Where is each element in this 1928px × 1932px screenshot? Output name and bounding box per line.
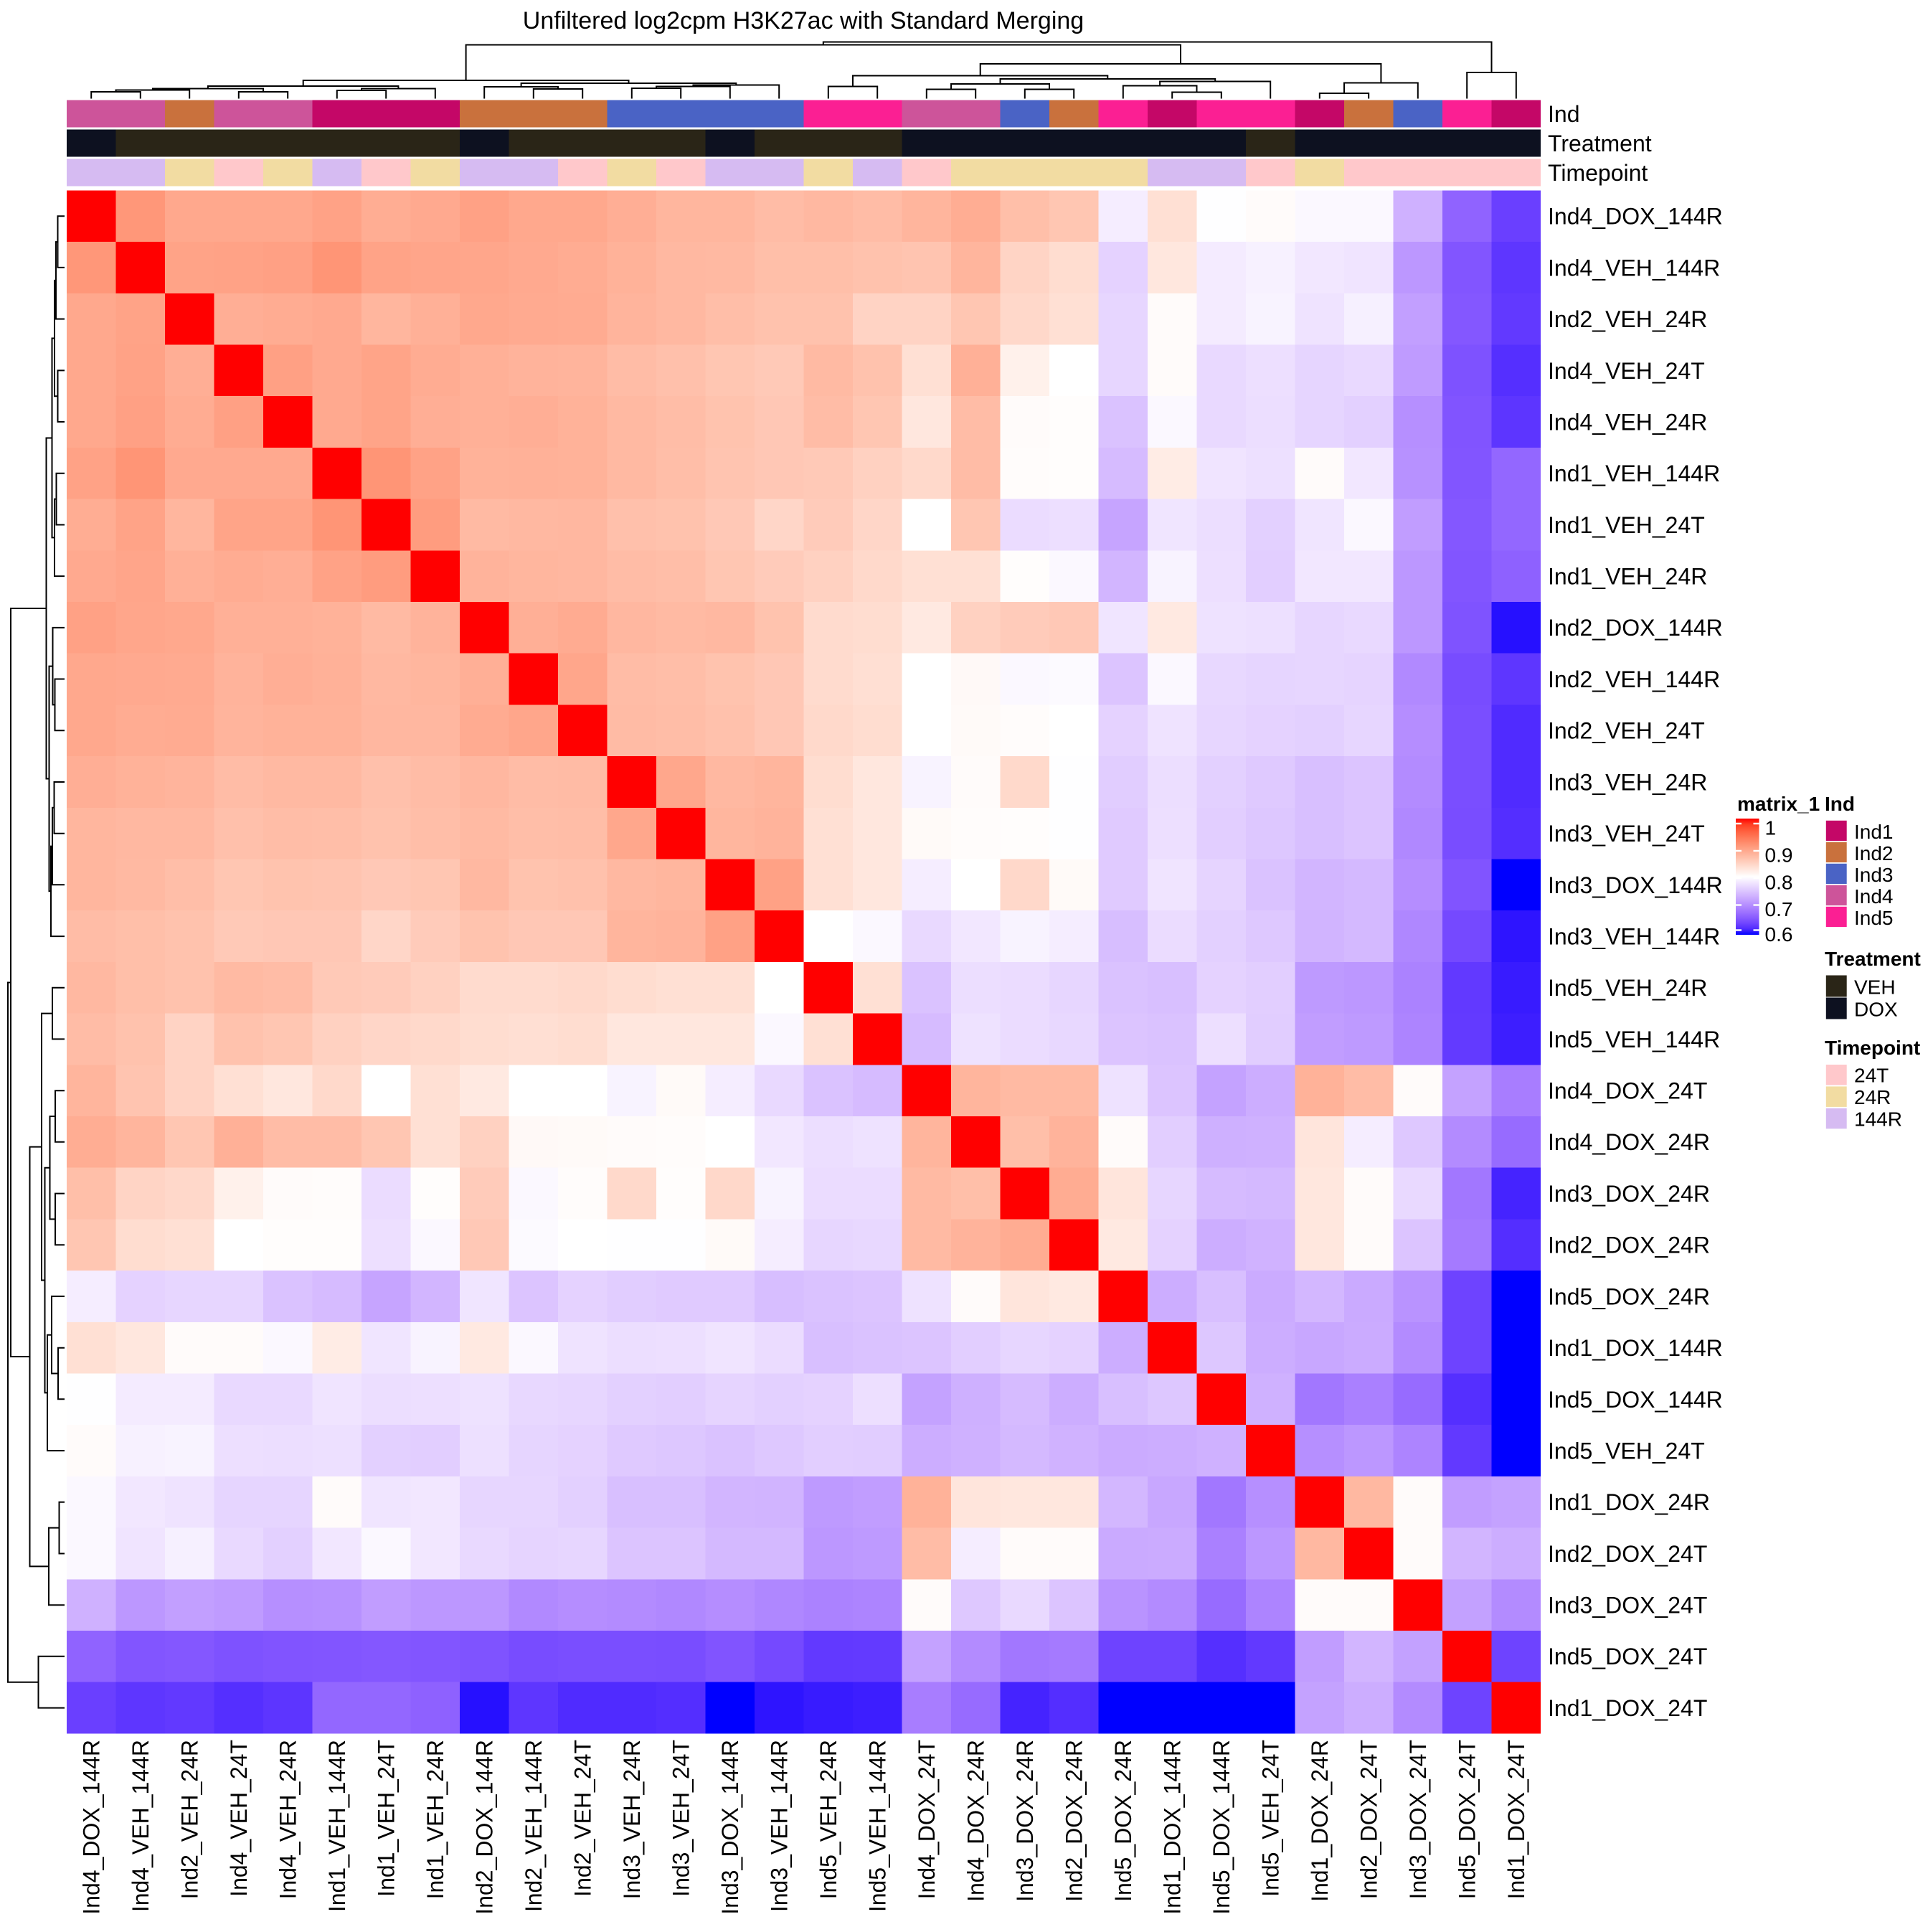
svg-text:Treatment: Treatment bbox=[1825, 948, 1921, 970]
svg-text:Ind2_VEH_24T: Ind2_VEH_24T bbox=[1548, 718, 1705, 744]
svg-text:Ind5_VEH_24R: Ind5_VEH_24R bbox=[816, 1740, 841, 1899]
svg-text:Ind4_VEH_144R: Ind4_VEH_144R bbox=[1548, 255, 1720, 281]
svg-text:Ind5_DOX_24T: Ind5_DOX_24T bbox=[1455, 1740, 1480, 1899]
svg-text:Ind3_DOX_24R: Ind3_DOX_24R bbox=[1012, 1740, 1038, 1902]
svg-text:Ind4: Ind4 bbox=[1854, 885, 1894, 908]
svg-text:Timepoint: Timepoint bbox=[1825, 1037, 1920, 1059]
svg-text:DOX: DOX bbox=[1854, 999, 1898, 1021]
svg-text:Ind4_VEH_144R: Ind4_VEH_144R bbox=[128, 1740, 153, 1912]
svg-text:Ind4_VEH_24T: Ind4_VEH_24T bbox=[1548, 358, 1705, 384]
svg-text:0.9: 0.9 bbox=[1765, 844, 1793, 867]
svg-text:Timepoint: Timepoint bbox=[1548, 160, 1648, 186]
svg-text:Ind2_VEH_24R: Ind2_VEH_24R bbox=[1548, 306, 1707, 332]
svg-text:Ind5_DOX_144R: Ind5_DOX_144R bbox=[1209, 1740, 1234, 1915]
svg-text:Ind3_VEH_24T: Ind3_VEH_24T bbox=[1548, 821, 1705, 847]
svg-text:24T: 24T bbox=[1854, 1065, 1889, 1087]
svg-text:Ind4_DOX_24R: Ind4_DOX_24R bbox=[963, 1740, 989, 1902]
svg-text:Ind1_VEH_24T: Ind1_VEH_24T bbox=[374, 1740, 400, 1897]
svg-text:Ind5_DOX_144R: Ind5_DOX_144R bbox=[1548, 1387, 1723, 1413]
svg-text:Ind2_DOX_24T: Ind2_DOX_24T bbox=[1548, 1541, 1707, 1567]
svg-text:Ind2_DOX_144R: Ind2_DOX_144R bbox=[1548, 615, 1723, 641]
svg-text:Ind3_VEH_24R: Ind3_VEH_24R bbox=[1548, 769, 1707, 795]
svg-text:Ind1_VEH_144R: Ind1_VEH_144R bbox=[1548, 461, 1720, 486]
svg-text:24R: 24R bbox=[1854, 1086, 1891, 1108]
svg-text:Ind1_VEH_24R: Ind1_VEH_24R bbox=[422, 1740, 448, 1899]
svg-text:Ind3_VEH_24R: Ind3_VEH_24R bbox=[619, 1740, 645, 1899]
svg-text:Ind4_VEH_24R: Ind4_VEH_24R bbox=[275, 1740, 301, 1899]
svg-text:Ind1_VEH_144R: Ind1_VEH_144R bbox=[324, 1740, 350, 1912]
svg-text:VEH: VEH bbox=[1854, 976, 1896, 999]
svg-text:1: 1 bbox=[1765, 817, 1777, 839]
svg-text:Ind4_DOX_144R: Ind4_DOX_144R bbox=[79, 1740, 105, 1915]
svg-text:Ind2_DOX_144R: Ind2_DOX_144R bbox=[472, 1740, 498, 1915]
svg-text:Ind5_DOX_24T: Ind5_DOX_24T bbox=[1548, 1644, 1707, 1669]
svg-text:Ind3_DOX_24T: Ind3_DOX_24T bbox=[1405, 1740, 1431, 1899]
svg-text:Ind1: Ind1 bbox=[1854, 821, 1894, 843]
svg-text:Ind1_DOX_24T: Ind1_DOX_24T bbox=[1503, 1740, 1529, 1899]
svg-text:Ind5_VEH_144R: Ind5_VEH_144R bbox=[865, 1740, 891, 1912]
svg-text:Ind3_VEH_24T: Ind3_VEH_24T bbox=[668, 1740, 694, 1897]
svg-text:Ind: Ind bbox=[1825, 793, 1855, 815]
svg-text:0.8: 0.8 bbox=[1765, 872, 1793, 894]
svg-text:0.6: 0.6 bbox=[1765, 923, 1793, 946]
svg-text:Ind5_DOX_24R: Ind5_DOX_24R bbox=[1548, 1283, 1710, 1309]
svg-text:Ind5_VEH_24R: Ind5_VEH_24R bbox=[1548, 975, 1707, 1001]
svg-text:Ind2_VEH_24T: Ind2_VEH_24T bbox=[570, 1740, 596, 1897]
svg-text:Ind4_VEH_24T: Ind4_VEH_24T bbox=[226, 1740, 252, 1897]
svg-text:Ind2_VEH_24R: Ind2_VEH_24R bbox=[177, 1740, 203, 1899]
svg-text:Ind3_DOX_144R: Ind3_DOX_144R bbox=[1548, 872, 1723, 898]
svg-text:Ind5_VEH_144R: Ind5_VEH_144R bbox=[1548, 1027, 1720, 1052]
svg-text:Ind5_VEH_24T: Ind5_VEH_24T bbox=[1258, 1740, 1284, 1897]
svg-text:Ind3: Ind3 bbox=[1854, 864, 1894, 886]
svg-text:Ind5_DOX_24R: Ind5_DOX_24R bbox=[1110, 1740, 1136, 1902]
svg-text:144R: 144R bbox=[1854, 1108, 1902, 1131]
svg-text:Ind1_DOX_24R: Ind1_DOX_24R bbox=[1548, 1489, 1710, 1515]
svg-text:Ind1_VEH_24T: Ind1_VEH_24T bbox=[1548, 512, 1705, 538]
svg-text:Ind2_DOX_24R: Ind2_DOX_24R bbox=[1062, 1740, 1087, 1902]
svg-text:Ind2_DOX_24R: Ind2_DOX_24R bbox=[1548, 1233, 1710, 1258]
svg-text:Ind: Ind bbox=[1548, 101, 1579, 127]
svg-text:Ind3_DOX_24R: Ind3_DOX_24R bbox=[1548, 1181, 1710, 1207]
svg-text:Ind4_DOX_24T: Ind4_DOX_24T bbox=[1548, 1078, 1707, 1104]
svg-text:Ind2_DOX_24T: Ind2_DOX_24T bbox=[1356, 1740, 1382, 1899]
svg-text:Unfiltered log2cpm H3K27ac wit: Unfiltered log2cpm H3K27ac with Standard… bbox=[523, 7, 1084, 34]
svg-text:Ind2_VEH_144R: Ind2_VEH_144R bbox=[521, 1740, 547, 1912]
svg-text:Ind4_DOX_144R: Ind4_DOX_144R bbox=[1548, 204, 1723, 230]
svg-text:Ind3_DOX_24T: Ind3_DOX_24T bbox=[1548, 1593, 1707, 1618]
svg-text:Ind2: Ind2 bbox=[1854, 842, 1894, 864]
svg-text:matrix_1: matrix_1 bbox=[1737, 793, 1820, 815]
svg-text:Ind1_DOX_144R: Ind1_DOX_144R bbox=[1548, 1335, 1723, 1361]
svg-text:Ind5: Ind5 bbox=[1854, 907, 1894, 929]
svg-text:Ind4_DOX_24T: Ind4_DOX_24T bbox=[914, 1740, 940, 1899]
svg-text:Ind4_VEH_24R: Ind4_VEH_24R bbox=[1548, 409, 1707, 435]
svg-text:Ind2_VEH_144R: Ind2_VEH_144R bbox=[1548, 666, 1720, 692]
svg-text:0.7: 0.7 bbox=[1765, 898, 1793, 920]
svg-text:Treatment: Treatment bbox=[1548, 131, 1652, 156]
svg-text:Ind3_VEH_144R: Ind3_VEH_144R bbox=[1548, 924, 1720, 950]
svg-text:Ind1_DOX_144R: Ind1_DOX_144R bbox=[1160, 1740, 1186, 1915]
svg-text:Ind5_VEH_24T: Ind5_VEH_24T bbox=[1548, 1438, 1705, 1464]
svg-text:Ind1_DOX_24R: Ind1_DOX_24R bbox=[1307, 1740, 1333, 1902]
svg-text:Ind1_VEH_24R: Ind1_VEH_24R bbox=[1548, 564, 1707, 590]
svg-text:Ind3_DOX_144R: Ind3_DOX_144R bbox=[717, 1740, 743, 1915]
svg-text:Ind3_VEH_144R: Ind3_VEH_144R bbox=[767, 1740, 793, 1912]
svg-text:Ind1_DOX_24T: Ind1_DOX_24T bbox=[1548, 1695, 1707, 1721]
svg-text:Ind4_DOX_24R: Ind4_DOX_24R bbox=[1548, 1129, 1710, 1155]
